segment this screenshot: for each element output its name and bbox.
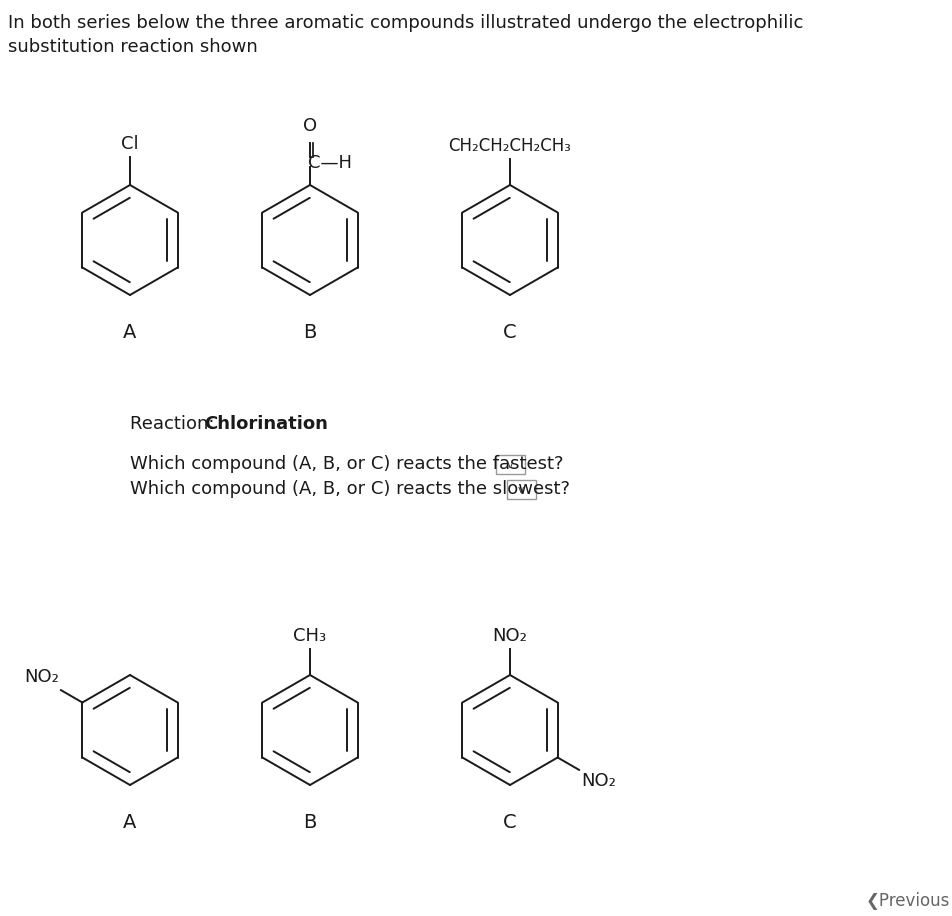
Text: substitution reaction shown: substitution reaction shown [8, 38, 258, 56]
Text: v: v [518, 485, 525, 495]
Text: C: C [504, 813, 517, 832]
Text: O: O [303, 117, 317, 135]
Text: C: C [504, 323, 517, 342]
Text: NO₂: NO₂ [581, 772, 616, 790]
Text: NO₂: NO₂ [492, 627, 527, 645]
Text: ❮Previous: ❮Previous [865, 892, 950, 910]
Text: CH₃: CH₃ [293, 627, 327, 645]
Text: Which compound (A, B, or C) reacts the fastest?: Which compound (A, B, or C) reacts the f… [130, 455, 564, 473]
Text: CH₂CH₂CH₂CH₃: CH₂CH₂CH₂CH₃ [448, 137, 571, 155]
Text: v: v [506, 460, 513, 470]
Text: C—H: C—H [308, 154, 352, 172]
FancyBboxPatch shape [507, 480, 536, 499]
Text: B: B [304, 323, 317, 342]
Text: NO₂: NO₂ [24, 668, 59, 686]
Text: Reaction:: Reaction: [130, 415, 220, 433]
Text: In both series below the three aromatic compounds illustrated undergo the electr: In both series below the three aromatic … [8, 14, 803, 32]
Text: Which compound (A, B, or C) reacts the slowest?: Which compound (A, B, or C) reacts the s… [130, 480, 570, 498]
Text: A: A [124, 813, 137, 832]
Text: A: A [124, 323, 137, 342]
Text: Cl: Cl [121, 135, 139, 153]
Text: B: B [304, 813, 317, 832]
FancyBboxPatch shape [496, 455, 525, 474]
Text: Chlorination: Chlorination [204, 415, 327, 433]
